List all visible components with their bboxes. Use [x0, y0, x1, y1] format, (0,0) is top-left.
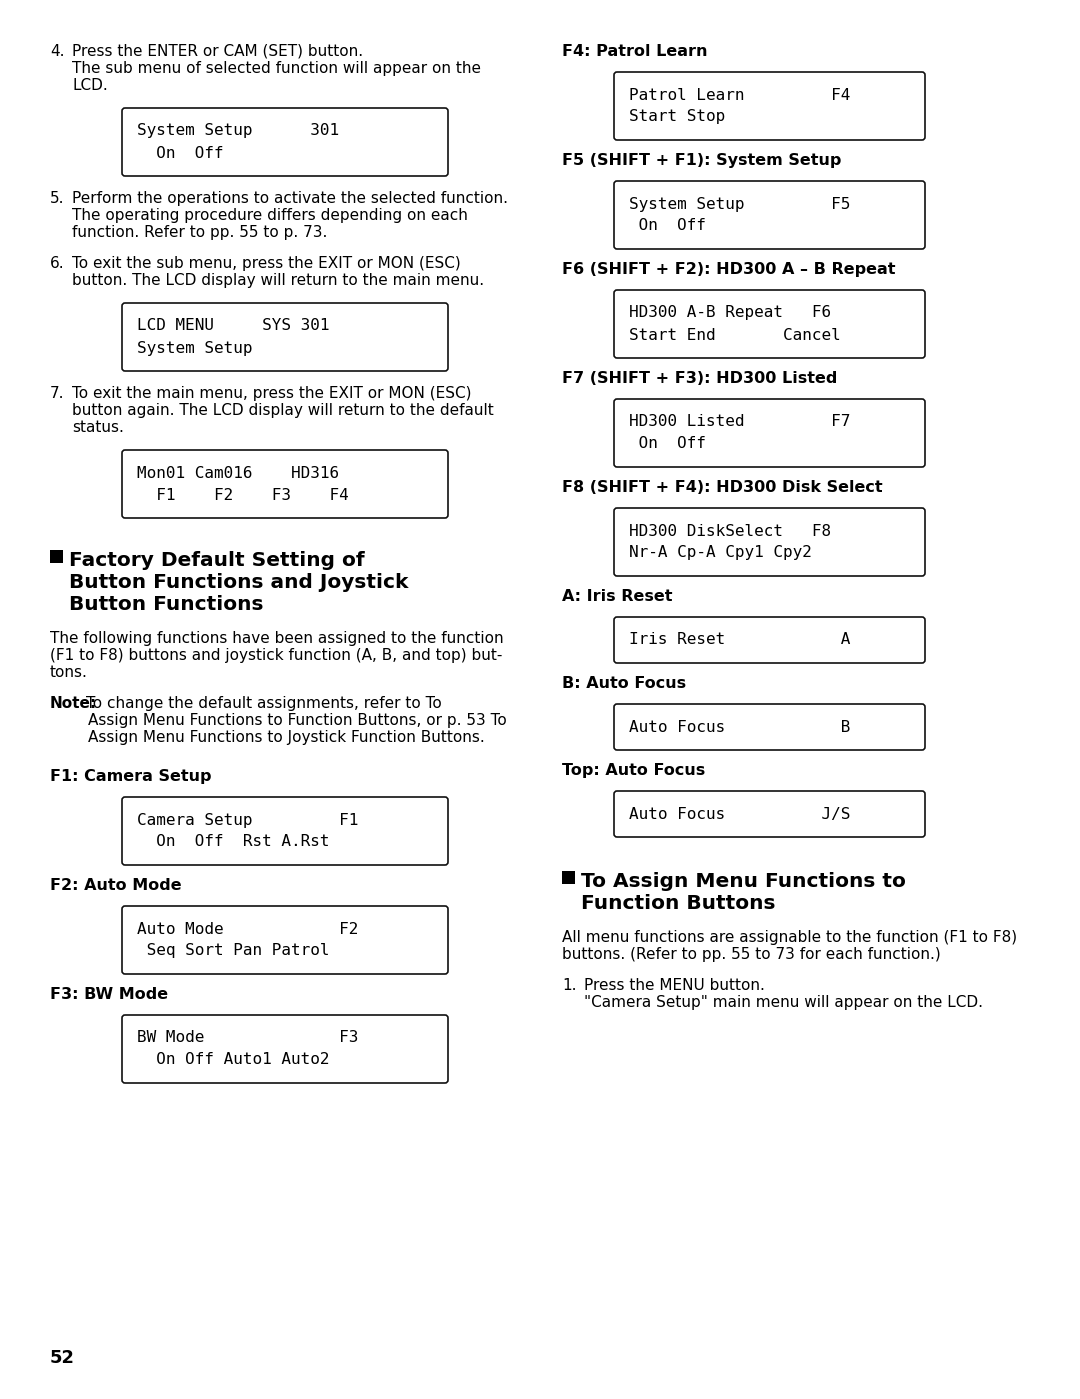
- Text: Function Buttons: Function Buttons: [581, 894, 775, 914]
- Bar: [50, 550, 63, 562]
- Text: On  Off: On Off: [137, 145, 224, 161]
- Text: Note:: Note:: [50, 695, 97, 711]
- Text: To exit the main menu, press the EXIT or MON (ESC): To exit the main menu, press the EXIT or…: [72, 386, 472, 402]
- Text: LCD MENU     SYS 301: LCD MENU SYS 301: [137, 319, 329, 333]
- Text: Button Functions and Joystick: Button Functions and Joystick: [69, 574, 408, 592]
- Text: Mon01 Cam016    HD316: Mon01 Cam016 HD316: [137, 466, 339, 480]
- Text: HD300 A-B Repeat   F6: HD300 A-B Repeat F6: [629, 305, 832, 320]
- Text: HD300 DiskSelect   F8: HD300 DiskSelect F8: [629, 523, 832, 539]
- FancyBboxPatch shape: [615, 704, 924, 750]
- Text: button. The LCD display will return to the main menu.: button. The LCD display will return to t…: [72, 273, 484, 288]
- FancyBboxPatch shape: [615, 399, 924, 467]
- Text: "Camera Setup" main menu will appear on the LCD.: "Camera Setup" main menu will appear on …: [584, 995, 983, 1010]
- Text: System Setup         F5: System Setup F5: [629, 196, 850, 211]
- Text: HD300 Listed         F7: HD300 Listed F7: [629, 414, 850, 429]
- Text: (F1 to F8) buttons and joystick function (A, B, and top) but-: (F1 to F8) buttons and joystick function…: [50, 648, 502, 663]
- Text: Seq Sort Pan Patrol: Seq Sort Pan Patrol: [137, 943, 329, 958]
- Text: Start End       Cancel: Start End Cancel: [629, 327, 840, 343]
- Text: Camera Setup         F1: Camera Setup F1: [137, 813, 359, 827]
- Text: tons.: tons.: [50, 665, 87, 680]
- FancyBboxPatch shape: [122, 450, 448, 518]
- Text: 4.: 4.: [50, 43, 65, 59]
- Text: 6.: 6.: [50, 256, 65, 271]
- FancyBboxPatch shape: [122, 797, 448, 865]
- Text: Assign Menu Functions to Function Buttons, or p. 53 To: Assign Menu Functions to Function Button…: [87, 713, 507, 727]
- Text: 7.: 7.: [50, 386, 65, 402]
- FancyBboxPatch shape: [615, 71, 924, 140]
- Text: System Setup: System Setup: [137, 340, 253, 355]
- FancyBboxPatch shape: [122, 304, 448, 371]
- Text: The following functions have been assigned to the function: The following functions have been assign…: [50, 631, 503, 646]
- Text: Iris Reset            A: Iris Reset A: [629, 632, 850, 648]
- Text: F2: Auto Mode: F2: Auto Mode: [50, 879, 181, 893]
- Text: The operating procedure differs depending on each: The operating procedure differs dependin…: [72, 208, 468, 222]
- Text: F3: BW Mode: F3: BW Mode: [50, 988, 168, 1002]
- Bar: [562, 872, 575, 884]
- Text: Factory Default Setting of: Factory Default Setting of: [69, 551, 365, 569]
- Text: 1.: 1.: [562, 978, 577, 993]
- Text: Start Stop: Start Stop: [629, 109, 726, 125]
- Text: function. Refer to pp. 55 to p. 73.: function. Refer to pp. 55 to p. 73.: [72, 225, 327, 241]
- Text: To change the default assignments, refer to To: To change the default assignments, refer…: [86, 695, 442, 711]
- Text: System Setup      301: System Setup 301: [137, 123, 339, 139]
- Text: On Off Auto1 Auto2: On Off Auto1 Auto2: [137, 1052, 329, 1067]
- Text: Auto Mode            F2: Auto Mode F2: [137, 922, 359, 936]
- Text: The sub menu of selected function will appear on the: The sub menu of selected function will a…: [72, 62, 481, 76]
- FancyBboxPatch shape: [122, 108, 448, 176]
- Text: To Assign Menu Functions to: To Assign Menu Functions to: [581, 872, 906, 891]
- FancyBboxPatch shape: [122, 1016, 448, 1083]
- Text: Top: Auto Focus: Top: Auto Focus: [562, 762, 705, 778]
- FancyBboxPatch shape: [615, 290, 924, 358]
- Text: F8 (SHIFT + F4): HD300 Disk Select: F8 (SHIFT + F4): HD300 Disk Select: [562, 480, 882, 495]
- Text: Press the ENTER or CAM (SET) button.: Press the ENTER or CAM (SET) button.: [72, 43, 363, 59]
- Text: F1    F2    F3    F4: F1 F2 F3 F4: [137, 487, 349, 502]
- Text: On  Off: On Off: [629, 436, 706, 452]
- FancyBboxPatch shape: [615, 617, 924, 663]
- Text: buttons. (Refer to pp. 55 to 73 for each function.): buttons. (Refer to pp. 55 to 73 for each…: [562, 947, 941, 963]
- Text: Assign Menu Functions to Joystick Function Buttons.: Assign Menu Functions to Joystick Functi…: [87, 730, 485, 746]
- Text: F7 (SHIFT + F3): HD300 Listed: F7 (SHIFT + F3): HD300 Listed: [562, 371, 837, 386]
- Text: All menu functions are assignable to the function (F1 to F8): All menu functions are assignable to the…: [562, 930, 1017, 944]
- FancyBboxPatch shape: [615, 180, 924, 249]
- Text: status.: status.: [72, 420, 124, 435]
- Text: A: Iris Reset: A: Iris Reset: [562, 589, 673, 604]
- Text: On  Off  Rst A.Rst: On Off Rst A.Rst: [137, 834, 329, 849]
- Text: 52: 52: [50, 1349, 75, 1367]
- Text: Button Functions: Button Functions: [69, 595, 264, 614]
- Text: F6 (SHIFT + F2): HD300 A – B Repeat: F6 (SHIFT + F2): HD300 A – B Repeat: [562, 262, 895, 277]
- Text: Press the MENU button.: Press the MENU button.: [584, 978, 765, 993]
- FancyBboxPatch shape: [615, 508, 924, 576]
- Text: To exit the sub menu, press the EXIT or MON (ESC): To exit the sub menu, press the EXIT or …: [72, 256, 461, 271]
- Text: F5 (SHIFT + F1): System Setup: F5 (SHIFT + F1): System Setup: [562, 152, 841, 168]
- FancyBboxPatch shape: [615, 790, 924, 837]
- Text: 5.: 5.: [50, 192, 65, 206]
- Text: Nr-A Cp-A Cpy1 Cpy2: Nr-A Cp-A Cpy1 Cpy2: [629, 546, 812, 561]
- Text: LCD.: LCD.: [72, 78, 108, 92]
- Text: Auto Focus            B: Auto Focus B: [629, 719, 850, 734]
- Text: On  Off: On Off: [629, 218, 706, 234]
- Text: Perform the operations to activate the selected function.: Perform the operations to activate the s…: [72, 192, 508, 206]
- Text: B: Auto Focus: B: Auto Focus: [562, 676, 686, 691]
- Text: F4: Patrol Learn: F4: Patrol Learn: [562, 43, 707, 59]
- Text: BW Mode              F3: BW Mode F3: [137, 1031, 359, 1045]
- Text: Auto Focus          J/S: Auto Focus J/S: [629, 806, 850, 821]
- FancyBboxPatch shape: [122, 907, 448, 974]
- Text: button again. The LCD display will return to the default: button again. The LCD display will retur…: [72, 403, 494, 418]
- Text: F1: Camera Setup: F1: Camera Setup: [50, 769, 212, 783]
- Text: Patrol Learn         F4: Patrol Learn F4: [629, 88, 850, 102]
